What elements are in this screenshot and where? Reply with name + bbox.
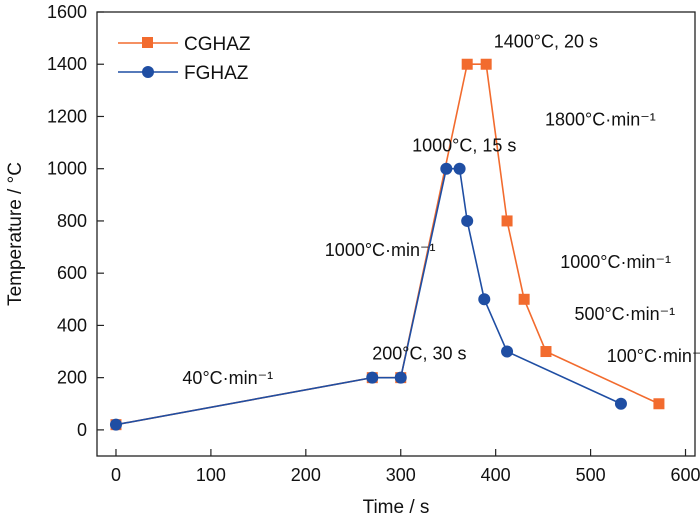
y-tick-label: 200 <box>57 368 87 388</box>
x-tick-label: 0 <box>111 465 121 485</box>
x-tick-label: 500 <box>576 465 606 485</box>
data-point-fghaz <box>394 371 407 384</box>
data-point-fghaz <box>501 345 514 358</box>
data-point-fghaz <box>478 293 491 306</box>
x-tick-label: 600 <box>670 465 700 485</box>
legend: CGHAZ FGHAZ <box>118 34 251 84</box>
annotation-label: 1000°C·min⁻¹ <box>325 240 436 260</box>
data-point-fghaz <box>366 371 379 384</box>
annotation-label: 1400°C, 20 s <box>494 31 598 51</box>
data-point-fghaz <box>453 162 466 175</box>
annotation-label: 1800°C·min⁻¹ <box>545 110 656 130</box>
annotations: 40°C·min⁻¹ 200°C, 30 s 1000°C·min⁻¹ 1000°C,… <box>182 31 700 388</box>
x-tick-label: 200 <box>291 465 321 485</box>
data-point-fghaz <box>461 214 474 227</box>
legend-marker-cghaz <box>142 37 153 48</box>
y-tick-label: 1200 <box>47 106 87 126</box>
y-tick-label: 1400 <box>47 54 87 74</box>
axis-ticks: 0 100 200 300 400 500 600 0 200 400 600 800 1000 1200… <box>47 2 700 485</box>
y-tick-label: 400 <box>57 315 87 335</box>
y-tick-label: 1600 <box>47 2 87 22</box>
data-point-cghaz <box>540 346 552 358</box>
legend-label-cghaz: CGHAZ <box>184 34 251 55</box>
y-axis-title: Temperature / °C <box>5 162 26 306</box>
data-point-cghaz <box>518 293 530 305</box>
legend-label-fghaz: FGHAZ <box>184 63 249 84</box>
annotation-label: 1000°C·min⁻¹ <box>560 252 671 272</box>
y-tick-label: 1000 <box>47 159 87 179</box>
plot-frame <box>96 11 696 457</box>
data-point-cghaz <box>480 58 492 70</box>
data-point-cghaz <box>653 398 665 410</box>
legend-marker-fghaz <box>142 66 154 78</box>
data-point-cghaz <box>461 58 473 70</box>
data-point-fghaz <box>614 397 627 410</box>
annotation-label: 1000°C, 15 s <box>412 136 516 156</box>
annotation-label: 200°C, 30 s <box>372 343 466 363</box>
data-point-fghaz <box>109 418 122 431</box>
annotation-label: 500°C·min⁻¹ <box>574 304 675 324</box>
x-tick-label: 300 <box>386 465 416 485</box>
data-point-fghaz <box>440 162 453 175</box>
series-layer <box>109 58 665 431</box>
annotation-label: 40°C·min⁻¹ <box>182 368 273 388</box>
y-tick-label: 600 <box>57 263 87 283</box>
x-tick-label: 100 <box>196 465 226 485</box>
x-tick-label: 400 <box>481 465 511 485</box>
annotation-label: 100°C·min⁻¹ <box>607 346 700 366</box>
data-point-cghaz <box>501 215 513 227</box>
y-tick-label: 0 <box>77 420 87 440</box>
x-axis-title: Time / s <box>363 497 430 518</box>
y-tick-label: 800 <box>57 211 87 231</box>
